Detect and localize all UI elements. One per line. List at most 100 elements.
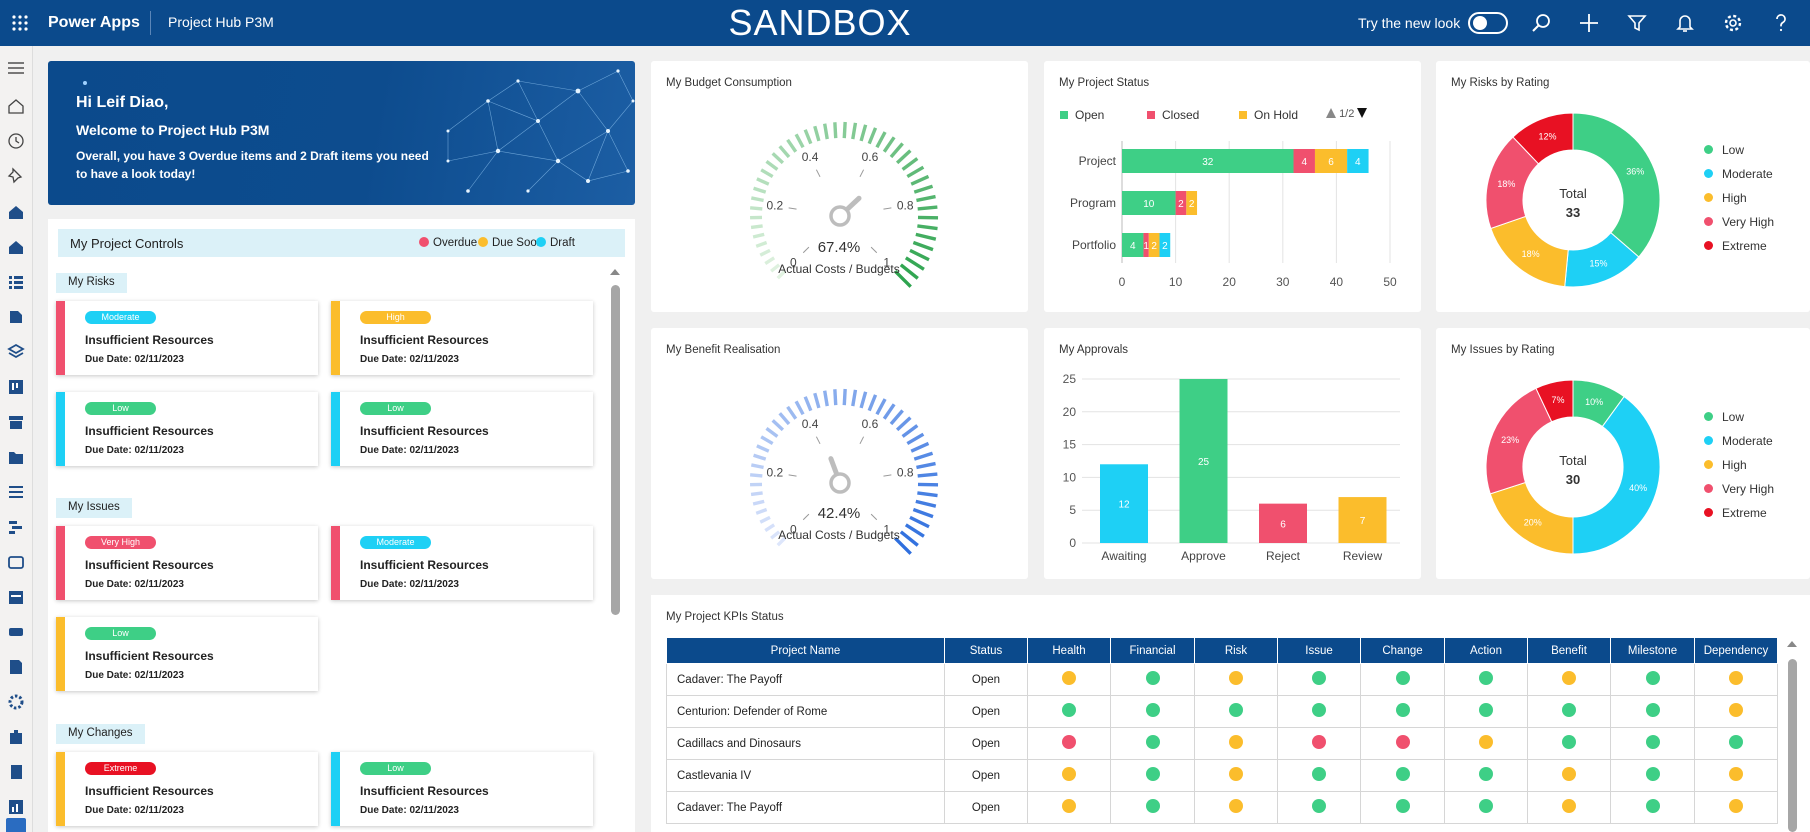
issues-total-value: 30 bbox=[1565, 472, 1581, 487]
scroll-thumb[interactable] bbox=[611, 285, 620, 615]
pin-icon[interactable] bbox=[6, 166, 26, 186]
column-header[interactable]: Change bbox=[1360, 637, 1445, 664]
control-item[interactable]: Low Insufficient Resources Due Date: 02/11… bbox=[331, 752, 593, 826]
top-bar: Power Apps Project Hub P3M SANDBOX Try t… bbox=[0, 0, 1810, 46]
table-row[interactable]: Cadillacs and Dinosaurs Open bbox=[666, 727, 1778, 760]
document-icon[interactable] bbox=[6, 307, 26, 327]
table-row[interactable]: Cadaver: The Payoff Open bbox=[666, 663, 1778, 696]
gauge-segment bbox=[882, 136, 896, 153]
column-header[interactable]: Benefit bbox=[1527, 637, 1611, 664]
timeline-icon[interactable] bbox=[6, 517, 26, 537]
board-icon[interactable] bbox=[6, 377, 26, 397]
legend-extreme: Extreme bbox=[1704, 239, 1767, 253]
kpi-scroll-up-icon[interactable] bbox=[1787, 641, 1797, 647]
column-header[interactable]: Project Name bbox=[666, 637, 945, 664]
gauge-tick-label: 0.8 bbox=[897, 199, 914, 213]
settings-nav-icon[interactable] bbox=[6, 692, 26, 712]
chart-nav-icon[interactable] bbox=[6, 797, 26, 817]
project-name-cell: Cadillacs and Dinosaurs bbox=[666, 727, 945, 760]
controls-scrollbar[interactable] bbox=[610, 267, 620, 832]
bar-segment bbox=[1143, 233, 1149, 257]
kpi-scroll-thumb[interactable] bbox=[1788, 659, 1797, 832]
status-dot bbox=[1562, 767, 1576, 781]
kpi-cell bbox=[1444, 663, 1528, 696]
gauge-needle bbox=[843, 195, 862, 214]
gauge-segment bbox=[753, 186, 767, 194]
gauge-segment bbox=[899, 530, 919, 547]
book-icon[interactable] bbox=[6, 762, 26, 782]
column-header[interactable]: Risk bbox=[1194, 637, 1278, 664]
gauge-segment bbox=[889, 409, 904, 426]
pager-down-icon[interactable] bbox=[1357, 108, 1368, 118]
control-item[interactable]: Moderate Insufficient Resources Due Date: … bbox=[56, 301, 318, 375]
item-name: Insufficient Resources bbox=[85, 558, 214, 572]
project-status-card: My Project Status 0 10 20 30 40 50 Open Closed O… bbox=[1044, 61, 1421, 312]
gauge-segment bbox=[916, 194, 936, 203]
kpi-cell bbox=[1360, 695, 1445, 728]
report-icon[interactable] bbox=[6, 552, 26, 572]
control-item[interactable]: Low Insufficient Resources Due Date: 02/11… bbox=[56, 392, 318, 466]
calendar-icon[interactable] bbox=[6, 587, 26, 607]
user-avatar[interactable] bbox=[6, 818, 26, 832]
item-status-bar bbox=[331, 392, 340, 466]
home-icon[interactable] bbox=[6, 96, 26, 116]
home-active-icon[interactable] bbox=[6, 237, 26, 257]
table-row[interactable]: Centurion: Defender of Rome Open bbox=[666, 695, 1778, 728]
column-header[interactable]: Status bbox=[944, 637, 1028, 664]
filter-icon[interactable] bbox=[1626, 12, 1648, 34]
folder-icon[interactable] bbox=[6, 447, 26, 467]
column-header[interactable]: Financial bbox=[1110, 637, 1195, 664]
donut-slice bbox=[1572, 395, 1661, 555]
recent-icon[interactable] bbox=[6, 131, 26, 151]
control-item[interactable]: Very High Insufficient Resources Due Date:… bbox=[56, 526, 318, 600]
legend-dot bbox=[1704, 508, 1713, 517]
help-icon[interactable] bbox=[1770, 12, 1792, 34]
control-item[interactable]: Extreme Insufficient Resources Due Date: 0… bbox=[56, 752, 318, 826]
kpi-cell bbox=[1027, 663, 1111, 696]
status-dot bbox=[1145, 703, 1160, 717]
table-row[interactable]: Cadaver: The Payoff Open bbox=[666, 791, 1778, 824]
search-icon[interactable] bbox=[1530, 12, 1552, 34]
column-header[interactable]: Health bbox=[1027, 637, 1111, 664]
column-header[interactable]: Milestone bbox=[1610, 637, 1695, 664]
app-name[interactable]: Power Apps bbox=[48, 14, 140, 31]
hamburger-icon[interactable] bbox=[6, 58, 26, 78]
control-item[interactable]: High Insufficient Resources Due Date: 02/1… bbox=[331, 301, 593, 375]
kpi-title: My Project KPIs Status bbox=[666, 611, 784, 623]
dashboard-icon[interactable] bbox=[6, 202, 26, 222]
bell-icon[interactable] bbox=[1674, 12, 1696, 34]
gauge-segment bbox=[778, 412, 791, 426]
control-item[interactable]: Low Insufficient Resources Due Date: 02/11… bbox=[56, 617, 318, 691]
legend-label: Due Soon bbox=[492, 237, 544, 249]
add-icon[interactable] bbox=[1578, 12, 1600, 34]
vehicle-icon[interactable] bbox=[6, 622, 26, 642]
gauge-tick bbox=[788, 474, 797, 477]
bar-value-label: 25 bbox=[1198, 457, 1210, 468]
column-header[interactable]: Issue bbox=[1277, 637, 1361, 664]
gauge-segment bbox=[915, 499, 937, 508]
plugin-icon[interactable] bbox=[6, 727, 26, 747]
archive-icon[interactable] bbox=[6, 412, 26, 432]
kpi-cell bbox=[1527, 695, 1611, 728]
gauge-segment bbox=[867, 127, 878, 145]
layers-icon[interactable] bbox=[6, 342, 26, 362]
form-icon[interactable] bbox=[6, 657, 26, 677]
pager-up-icon[interactable] bbox=[1326, 108, 1336, 118]
gear-icon[interactable] bbox=[1722, 12, 1744, 34]
table-row[interactable]: Castlevania IV Open bbox=[666, 759, 1778, 792]
tasks-icon[interactable] bbox=[6, 482, 26, 502]
try-new-look-toggle[interactable] bbox=[1468, 12, 1508, 34]
legend-pager[interactable]: 1/2 bbox=[1326, 108, 1368, 120]
gauge-segment bbox=[770, 263, 781, 273]
app-launcher-icon[interactable] bbox=[10, 13, 30, 33]
column-header[interactable]: Dependency bbox=[1694, 637, 1778, 664]
list-icon[interactable] bbox=[6, 272, 26, 292]
bar-value-label: 1 bbox=[1143, 241, 1149, 252]
item-badge: Low bbox=[360, 762, 431, 775]
column-header[interactable]: Action bbox=[1444, 637, 1528, 664]
kpi-scrollbar[interactable] bbox=[1786, 637, 1798, 832]
control-item[interactable]: Moderate Insufficient Resources Due Date: … bbox=[331, 526, 593, 600]
scroll-up-icon[interactable] bbox=[610, 269, 620, 275]
control-item[interactable]: Low Insufficient Resources Due Date: 02/11… bbox=[331, 392, 593, 466]
gauge-segment bbox=[913, 184, 934, 194]
